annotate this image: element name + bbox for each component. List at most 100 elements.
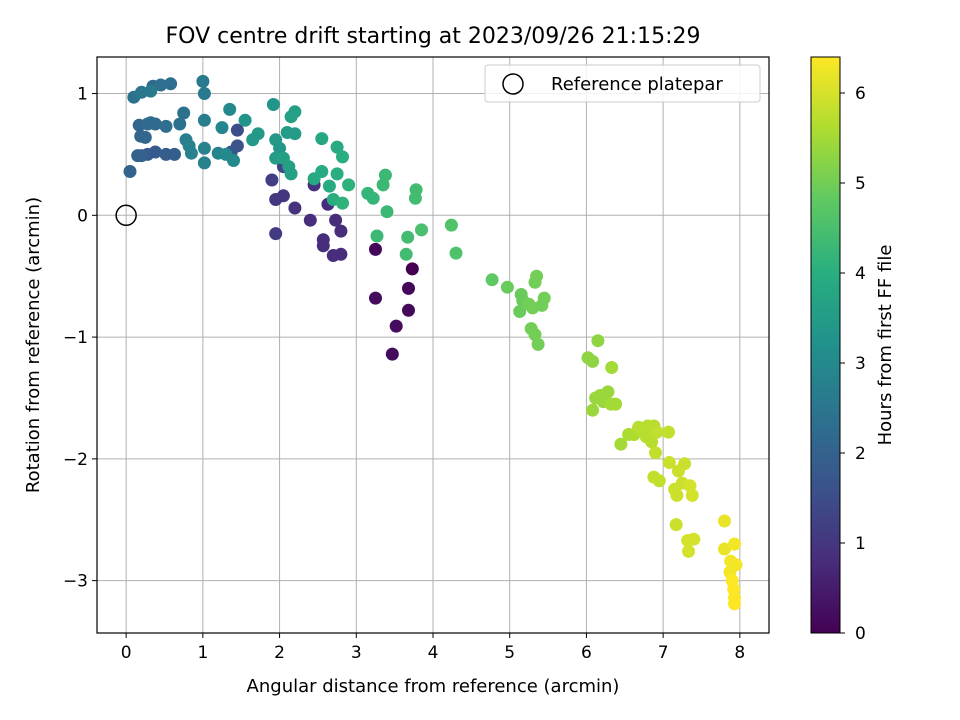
data-point (159, 119, 173, 133)
data-point (336, 196, 349, 210)
y-axis-ticks: 1 0 −1 −2 −3 (63, 85, 97, 592)
colorbar-gradient (810, 56, 841, 634)
data-point (402, 281, 415, 295)
data-point (366, 191, 380, 205)
data-point (288, 127, 302, 141)
data-point (652, 474, 666, 488)
data-point (672, 464, 685, 478)
y-tick-label: −1 (63, 328, 88, 348)
data-points (123, 74, 743, 611)
data-point (273, 141, 287, 155)
data-point (197, 156, 211, 170)
x-tick-label: 0 (121, 643, 132, 663)
x-tick-label: 3 (351, 643, 362, 663)
data-point (123, 165, 137, 178)
data-point (718, 542, 731, 556)
data-point (405, 262, 419, 276)
y-axis-label: Rotation from reference (arcmin) (23, 197, 44, 493)
colorbar: 0 1 2 3 4 5 6 Hours from first FF file (810, 56, 896, 644)
data-point (369, 291, 382, 305)
data-point (215, 121, 229, 135)
data-point (378, 168, 392, 182)
data-point (728, 597, 741, 611)
data-point (138, 130, 152, 144)
data-point (402, 303, 415, 317)
x-axis-ticks: 0 1 2 3 4 5 6 7 8 (121, 633, 745, 663)
data-point (230, 123, 244, 137)
legend: Reference platepar (484, 64, 761, 103)
data-point (376, 178, 390, 192)
data-point (197, 87, 211, 100)
data-point (449, 246, 463, 260)
data-point (650, 425, 664, 439)
data-point (177, 106, 191, 120)
data-point (645, 435, 659, 449)
y-tick-label: 1 (77, 85, 88, 105)
data-point (485, 273, 499, 287)
data-point (531, 337, 545, 351)
data-point (670, 488, 684, 502)
data-point (184, 146, 198, 160)
data-point (669, 518, 683, 532)
grid (97, 57, 769, 633)
data-point (326, 249, 340, 262)
data-point (500, 280, 514, 294)
data-point (148, 117, 162, 131)
data-point (303, 213, 317, 227)
data-point (535, 298, 549, 312)
data-point (334, 224, 348, 238)
data-point (288, 105, 302, 119)
data-point (380, 205, 394, 219)
data-point (329, 213, 343, 227)
data-point (370, 229, 384, 243)
data-point (330, 167, 344, 181)
reference-point-icon (115, 204, 137, 227)
data-point (662, 456, 676, 469)
colorbar-label: Hours from first FF file (875, 245, 896, 446)
data-point (385, 347, 399, 361)
data-point (315, 165, 329, 178)
data-point (322, 179, 336, 193)
data-point (685, 488, 699, 502)
data-point (409, 183, 423, 197)
data-point (687, 532, 701, 546)
data-point (164, 77, 178, 91)
colorbar-tick-label: 5 (855, 174, 866, 194)
data-point (601, 385, 615, 399)
x-tick-label: 7 (658, 643, 669, 663)
colorbar-tick-label: 4 (855, 264, 866, 284)
data-point (369, 242, 382, 256)
colorbar-tick-label: 0 (855, 624, 866, 644)
data-point (330, 140, 344, 154)
data-point (728, 537, 741, 551)
data-point (401, 230, 415, 244)
x-axis-label: Angular distance from reference (arcmin) (247, 676, 620, 697)
data-point (683, 479, 697, 493)
data-point (389, 319, 403, 333)
data-point (251, 127, 265, 141)
data-point (682, 544, 695, 558)
data-point (444, 218, 458, 232)
colorbar-tick-label: 2 (855, 444, 866, 464)
data-point (528, 328, 542, 342)
x-tick-label: 2 (274, 643, 285, 663)
data-point (148, 145, 162, 159)
data-point (135, 149, 148, 163)
data-point (265, 173, 279, 187)
data-point (586, 403, 600, 417)
x-tick-label: 6 (581, 643, 592, 663)
data-point (168, 147, 181, 161)
data-point (284, 167, 298, 181)
data-point (315, 132, 329, 146)
data-point (238, 113, 252, 127)
data-point (336, 150, 349, 164)
data-point (609, 397, 623, 411)
legend-box (484, 64, 761, 103)
x-tick-label: 8 (734, 643, 745, 663)
data-point (227, 154, 240, 167)
data-point (288, 201, 302, 215)
y-tick-label: −2 (63, 450, 88, 470)
colorbar-tick-label: 6 (855, 84, 866, 104)
data-point (649, 446, 662, 460)
